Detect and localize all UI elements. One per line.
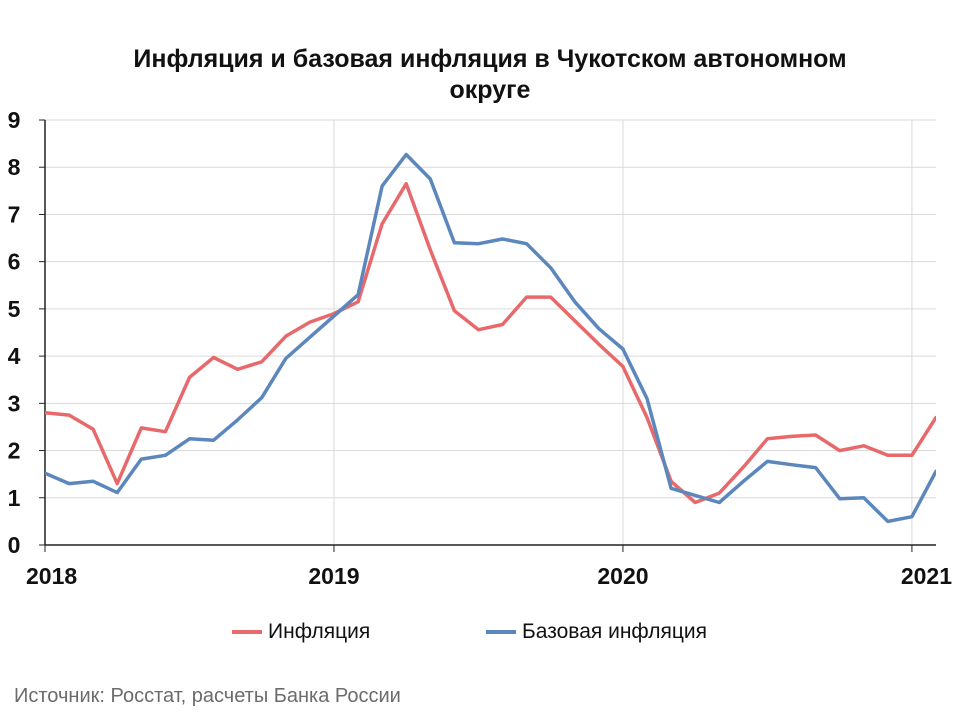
x-tick-label: 2019 (308, 563, 359, 589)
chart-title: Инфляция и базовая инфляция в Чукотском … (133, 45, 847, 104)
legend-swatch-core-inflation (486, 630, 516, 634)
x-tick-label: 2020 (597, 563, 648, 589)
y-tick-label: 3 (8, 390, 21, 416)
legend: Инфляция Базовая инфляция (0, 620, 960, 650)
y-tick-label: 1 (8, 485, 21, 511)
legend-swatch-inflation (232, 630, 262, 634)
tick-labels: 0 1 2 3 4 5 6 7 8 9 2018 2019 2020 2021 (8, 107, 953, 589)
series-line-core-inflation (45, 152, 936, 524)
legend-item-core-inflation: Базовая инфляция (486, 620, 707, 644)
y-tick-label: 4 (8, 343, 21, 369)
series-line-inflation (45, 181, 936, 505)
line-chart: 0 1 2 3 4 5 6 7 8 9 2018 2019 2020 2021 (8, 107, 953, 589)
series-lines (45, 152, 936, 524)
axes (39, 119, 936, 552)
y-tick-label: 5 (8, 296, 21, 322)
y-tick-label: 6 (8, 249, 21, 275)
x-tick-label: 2021 (901, 563, 952, 589)
y-tick-label: 0 (8, 532, 21, 558)
gridlines (45, 119, 936, 545)
legend-label-inflation: Инфляция (268, 620, 371, 643)
legend-label-core-inflation: Базовая инфляция (522, 620, 708, 643)
x-tick-label: 2018 (26, 563, 77, 589)
y-tick-label: 7 (8, 201, 21, 227)
y-tick-label: 2 (8, 438, 21, 464)
source-note: Источник: Росстат, расчеты Банка России (14, 685, 401, 707)
legend-item-inflation: Инфляция (232, 620, 370, 644)
y-tick-label: 8 (8, 154, 21, 180)
y-tick-label: 9 (8, 107, 21, 133)
